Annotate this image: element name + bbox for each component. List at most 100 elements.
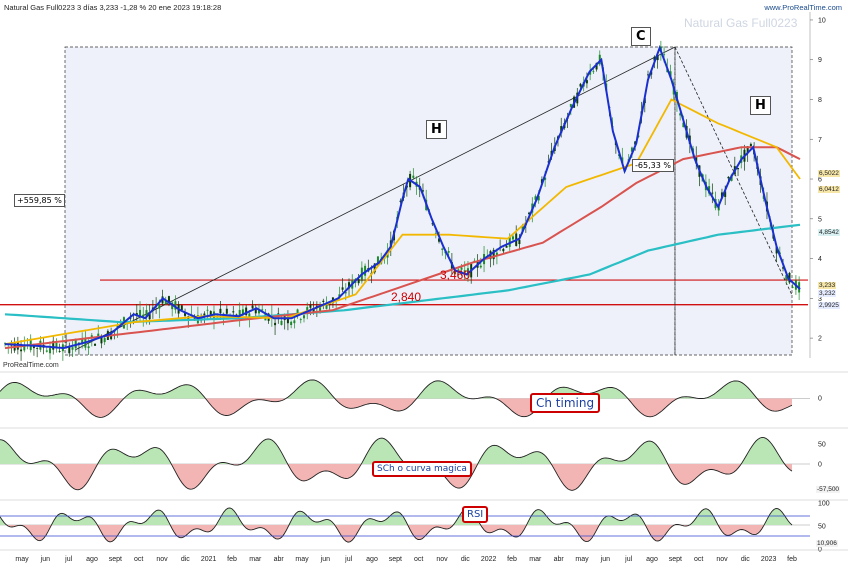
x-tick-label: sept: [669, 556, 682, 563]
watermark: Natural Gas Full0223: [684, 16, 798, 30]
x-tick-label: jun: [320, 556, 330, 563]
candle-body: [23, 345, 26, 351]
candle-body: [399, 200, 402, 202]
candle-body: [737, 167, 740, 170]
candle-body: [511, 236, 514, 240]
wave-h1-label: H: [426, 120, 447, 139]
candle-body: [663, 54, 666, 56]
x-tick-label: ago: [86, 556, 98, 563]
rsi-line: [0, 507, 793, 543]
level-3460-label: 3,460: [440, 268, 471, 282]
candle-body: [782, 267, 785, 269]
x-tick-label: ago: [646, 556, 658, 563]
candle-body: [52, 340, 55, 350]
candle-body: [81, 338, 84, 344]
candle-body: [746, 146, 749, 154]
candle-body: [441, 248, 444, 250]
candle-body: [257, 309, 260, 314]
candle-body: [508, 236, 511, 247]
candle-body: [569, 104, 572, 107]
candle-body: [312, 309, 315, 313]
rsi-label: RSI: [462, 506, 489, 523]
candle-body: [248, 313, 251, 318]
x-tick-label: feb: [507, 556, 517, 563]
candle-body: [466, 268, 469, 275]
x-tick-label: abr: [274, 556, 285, 563]
candle-body: [20, 349, 23, 352]
candle-body: [656, 55, 659, 61]
x-tick-label: oct: [134, 556, 143, 563]
candle-body: [148, 314, 151, 320]
candle-body: [585, 80, 588, 84]
candle-body: [431, 222, 434, 225]
candle-body: [547, 161, 550, 163]
candle-body: [251, 305, 254, 309]
candle-body: [463, 270, 466, 273]
candle-body: [357, 279, 360, 284]
candle-body: [454, 270, 457, 275]
x-tick-label: oct: [694, 556, 703, 563]
brand-link[interactable]: www.ProRealTime.com: [764, 3, 842, 12]
candle-body: [293, 320, 296, 324]
x-tick-label: nov: [156, 556, 168, 563]
x-tick-label: feb: [227, 556, 237, 563]
candle-body: [679, 113, 682, 116]
candle-body: [348, 282, 351, 289]
candle-body: [727, 176, 730, 179]
candle-body: [364, 265, 367, 276]
candle-body: [434, 233, 437, 234]
candle-body: [630, 147, 633, 152]
candle-body: [303, 315, 306, 319]
rsi-positive-area: [0, 507, 792, 525]
x-tick-label: ago: [366, 556, 378, 563]
candle-body: [438, 238, 441, 242]
candle-body: [225, 308, 228, 314]
sch-label: SCh o curva magica: [372, 461, 472, 477]
candle-body: [711, 192, 714, 194]
candle-body: [322, 300, 325, 302]
main-price-panel: 10 9 8 7 6 5 4 3 2: [0, 12, 826, 361]
candle-body: [232, 311, 235, 313]
sch-line: [0, 436, 793, 491]
candle-body: [58, 351, 61, 352]
candle-body: [592, 71, 595, 73]
x-tick-label: may: [295, 556, 309, 563]
candle-body: [325, 303, 328, 309]
x-tick-label: sept: [389, 556, 402, 563]
candle-body: [544, 177, 547, 180]
y-tick-label: 8: [818, 97, 822, 104]
candle-body: [595, 62, 598, 70]
wave-h2-label: H: [750, 96, 771, 115]
candle-body: [87, 346, 90, 349]
candle-body: [254, 309, 257, 314]
candle-body: [373, 263, 376, 273]
x-tick-label: dic: [741, 556, 750, 563]
candle-body: [65, 341, 68, 343]
ma-short-line: [4, 98, 801, 345]
candle-body: [286, 316, 289, 324]
sch-negative-area: [0, 464, 792, 491]
candle-body: [164, 299, 167, 305]
candle-body: [682, 122, 685, 128]
candle-body: [261, 309, 264, 311]
candle-body: [238, 309, 241, 318]
candle-body: [579, 83, 582, 87]
level-2840-label: 2,840: [391, 290, 422, 304]
rsi-tick-label: 100: [818, 501, 830, 508]
pct-gain-label: +559,85 %: [14, 194, 65, 207]
x-tick-label: may: [15, 556, 29, 563]
candle-body: [55, 342, 58, 349]
candle-body: [495, 252, 498, 256]
candle-body: [145, 310, 148, 317]
sch-tick-label: 50: [818, 442, 826, 449]
y-tick-label: 6: [818, 177, 822, 184]
candle-body: [167, 296, 170, 303]
x-tick-label: jul: [64, 556, 72, 563]
candle-body: [290, 321, 293, 326]
candle-body: [319, 306, 322, 312]
x-tick-label: jun: [40, 556, 50, 563]
x-tick-label: feb: [787, 556, 797, 563]
candle-body: [537, 195, 540, 201]
candle-body: [647, 74, 650, 76]
